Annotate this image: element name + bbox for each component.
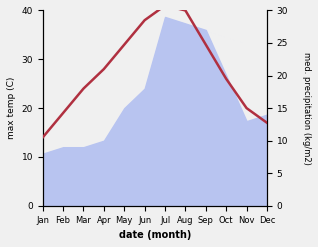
Y-axis label: max temp (C): max temp (C) (7, 77, 16, 139)
X-axis label: date (month): date (month) (119, 230, 191, 240)
Y-axis label: med. precipitation (kg/m2): med. precipitation (kg/m2) (302, 52, 311, 165)
